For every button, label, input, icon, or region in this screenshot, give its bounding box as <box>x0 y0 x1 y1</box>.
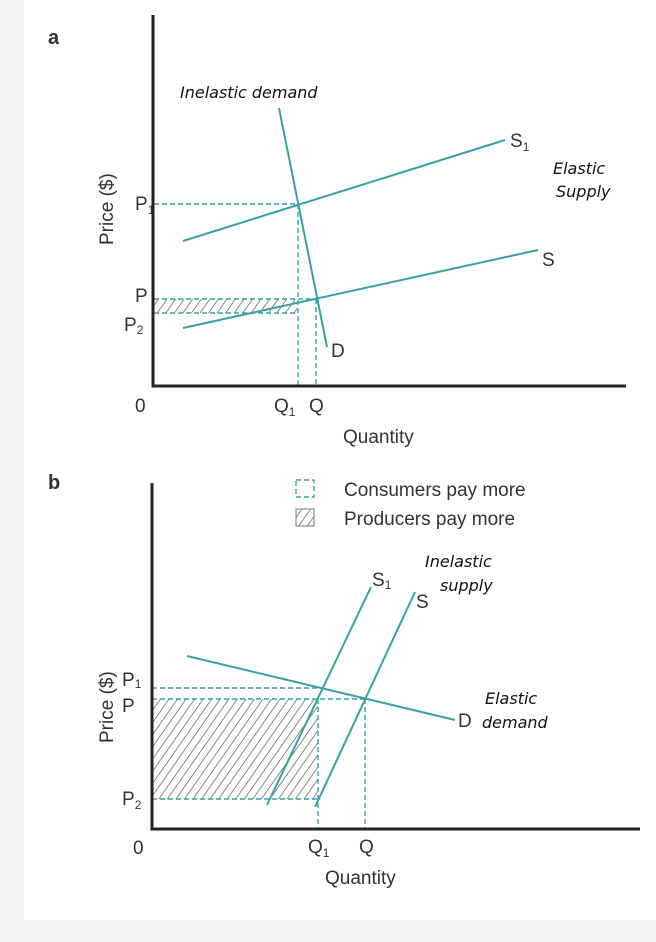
panel-a-q1-label: Q1 <box>274 396 296 419</box>
panel-a-label: a <box>48 27 60 49</box>
panel-b-d-label: D <box>458 711 472 732</box>
panel-b-elastic-demand-note-1: Elastic <box>485 689 537 708</box>
legend-producers-label: Producers pay more <box>344 509 515 530</box>
panel-b-origin: 0 <box>133 838 144 859</box>
panel-a-q-label: Q <box>309 396 324 417</box>
panel-a-s-label: S <box>542 250 555 271</box>
page-sheet <box>24 0 656 920</box>
panel-a-producer-hatch <box>154 299 297 313</box>
panel-a-d-label: D <box>331 341 345 362</box>
panel-b-producer-hatch <box>152 699 318 799</box>
panel-b-x-axis-title: Quantity <box>325 868 396 889</box>
panel-b-inelastic-supply-note-1: Inelastic <box>425 552 492 571</box>
panel-b-axes <box>150 483 640 831</box>
panel-a-p2-label: P2 <box>124 315 144 337</box>
panel-b-elastic-demand-note-2: demand <box>482 713 549 732</box>
panel-a-elastic-supply-note-1: Elastic <box>553 159 605 178</box>
panel-b-q1-label: Q1 <box>308 837 330 860</box>
panel-a-demand-curve <box>278 107 328 348</box>
panel-b-p2-label: P2 <box>122 789 142 812</box>
panel-b-inelastic-supply-note-2: supply <box>440 576 493 595</box>
legend-consumers-label: Consumers pay more <box>344 480 526 501</box>
panel-a-s1-label: S1 <box>510 131 530 154</box>
panel-a-inelastic-demand-note: Inelastic demand <box>180 83 318 102</box>
panel-b-q-label: Q <box>359 837 374 858</box>
legend-consumers-swatch <box>295 479 315 498</box>
panel-a-axes <box>151 15 626 388</box>
panel-b-y-axis-title: Price ($) <box>97 671 118 743</box>
panel-b-s-curve <box>314 591 416 808</box>
panel-a-s-curve <box>182 249 539 329</box>
panel-a-elastic-supply-note-2: Supply <box>556 182 611 201</box>
panel-b-p-label: P <box>122 696 135 717</box>
panel-a-p1-label: P1 <box>135 194 155 217</box>
panel-b-demand-curve <box>186 655 456 721</box>
panel-b-p1-label: P1 <box>122 670 142 691</box>
panel-b-label: b <box>48 472 60 494</box>
panel-b-s-label: S <box>416 592 429 613</box>
legend-producers-swatch <box>295 508 315 527</box>
panel-a-y-axis-title: Price ($) <box>97 173 118 245</box>
panel-a-s1-curve <box>182 139 506 242</box>
panel-a-p-label: P <box>135 286 148 307</box>
panel-b-s1-curve <box>266 586 372 806</box>
panel-a-origin: 0 <box>135 396 146 417</box>
panel-b-s1-label: S1 <box>372 570 392 592</box>
panel-a-x-axis-title: Quantity <box>343 427 414 448</box>
